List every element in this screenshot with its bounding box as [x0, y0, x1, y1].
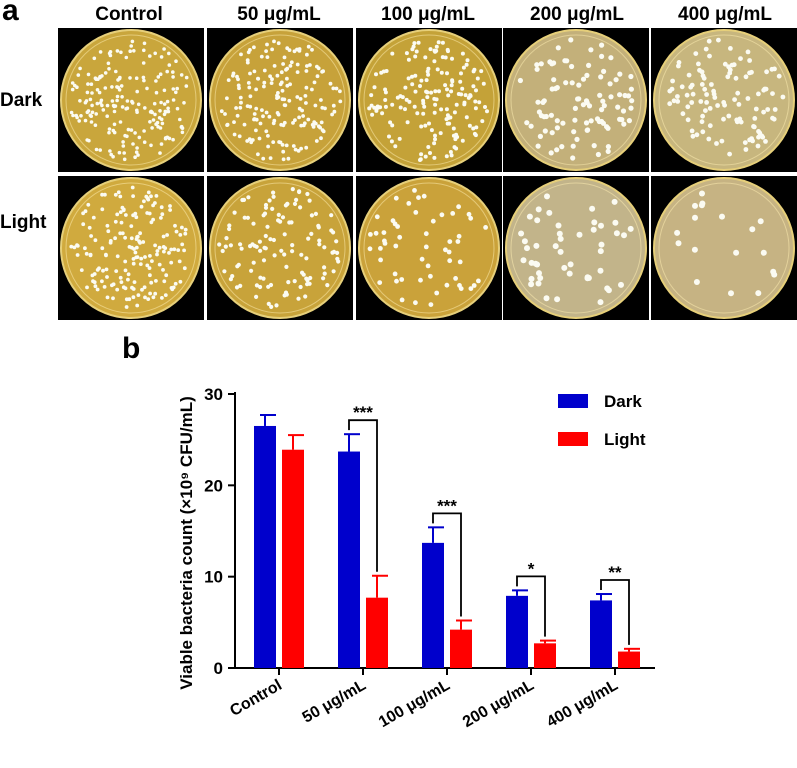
petri-dish-image [651, 176, 797, 320]
x-tick-label: Control [227, 677, 285, 720]
column-header-50: 50 μg/mL [237, 4, 321, 25]
bar-dark [422, 542, 444, 668]
petri-dish-image [356, 176, 502, 320]
significance-label: ** [608, 563, 622, 582]
petri-dish-image [356, 28, 502, 172]
x-tick-label: 200 μg/mL [460, 677, 537, 731]
petri-dish-image [58, 176, 204, 320]
bar-light [534, 643, 556, 668]
bar-light [450, 629, 472, 668]
significance-label: *** [353, 403, 373, 422]
column-header-200: 200 μg/mL [530, 4, 624, 25]
bar-light [618, 651, 640, 668]
bar-light [282, 449, 304, 668]
column-header-400: 400 μg/mL [678, 4, 772, 25]
y-axis-label: Viable bacteria count (×10⁹ CFU/mL) [177, 396, 196, 690]
petri-dish-image [651, 28, 797, 172]
legend-swatch-dark [558, 394, 588, 408]
row-label-light: Light [0, 212, 47, 233]
bar-chart: 0 10 20 30 Viable bacteria count (×10⁹ CFU/m… [177, 385, 655, 731]
significance-label: *** [437, 496, 457, 515]
panel-label-b: b [122, 332, 141, 365]
petri-dish-image [58, 28, 204, 172]
x-tick-label: 100 μg/mL [376, 677, 453, 731]
column-header-control: Control [95, 4, 163, 25]
y-tick-label: 10 [204, 568, 223, 587]
column-header-100: 100 μg/mL [381, 4, 475, 25]
legend-swatch-light [558, 432, 588, 446]
y-tick-label: 30 [204, 385, 223, 404]
petri-dish-image [207, 28, 353, 172]
x-tick-label: 50 μg/mL [300, 677, 370, 727]
y-tick-label: 0 [214, 659, 223, 678]
x-tick-label: 400 μg/mL [544, 677, 621, 731]
petri-dish-image [503, 28, 649, 172]
significance-bracket [516, 575, 546, 637]
bar-light [366, 597, 388, 668]
significance-bracket [432, 512, 462, 617]
panel-label-a: a [2, 0, 19, 27]
significance-bracket [348, 419, 378, 572]
bar-dark [506, 595, 528, 668]
row-label-dark: Dark [0, 90, 43, 111]
significance-label: * [528, 559, 535, 578]
bar-dark [338, 451, 360, 668]
petri-dish-image [207, 176, 353, 320]
petri-dish-image [503, 176, 649, 320]
legend-label-light: Light [604, 430, 646, 449]
significance-bracket [600, 579, 630, 645]
bar-dark [254, 425, 276, 668]
bar-dark [590, 600, 612, 668]
legend-label-dark: Dark [604, 392, 642, 411]
y-tick-label: 20 [204, 476, 223, 495]
